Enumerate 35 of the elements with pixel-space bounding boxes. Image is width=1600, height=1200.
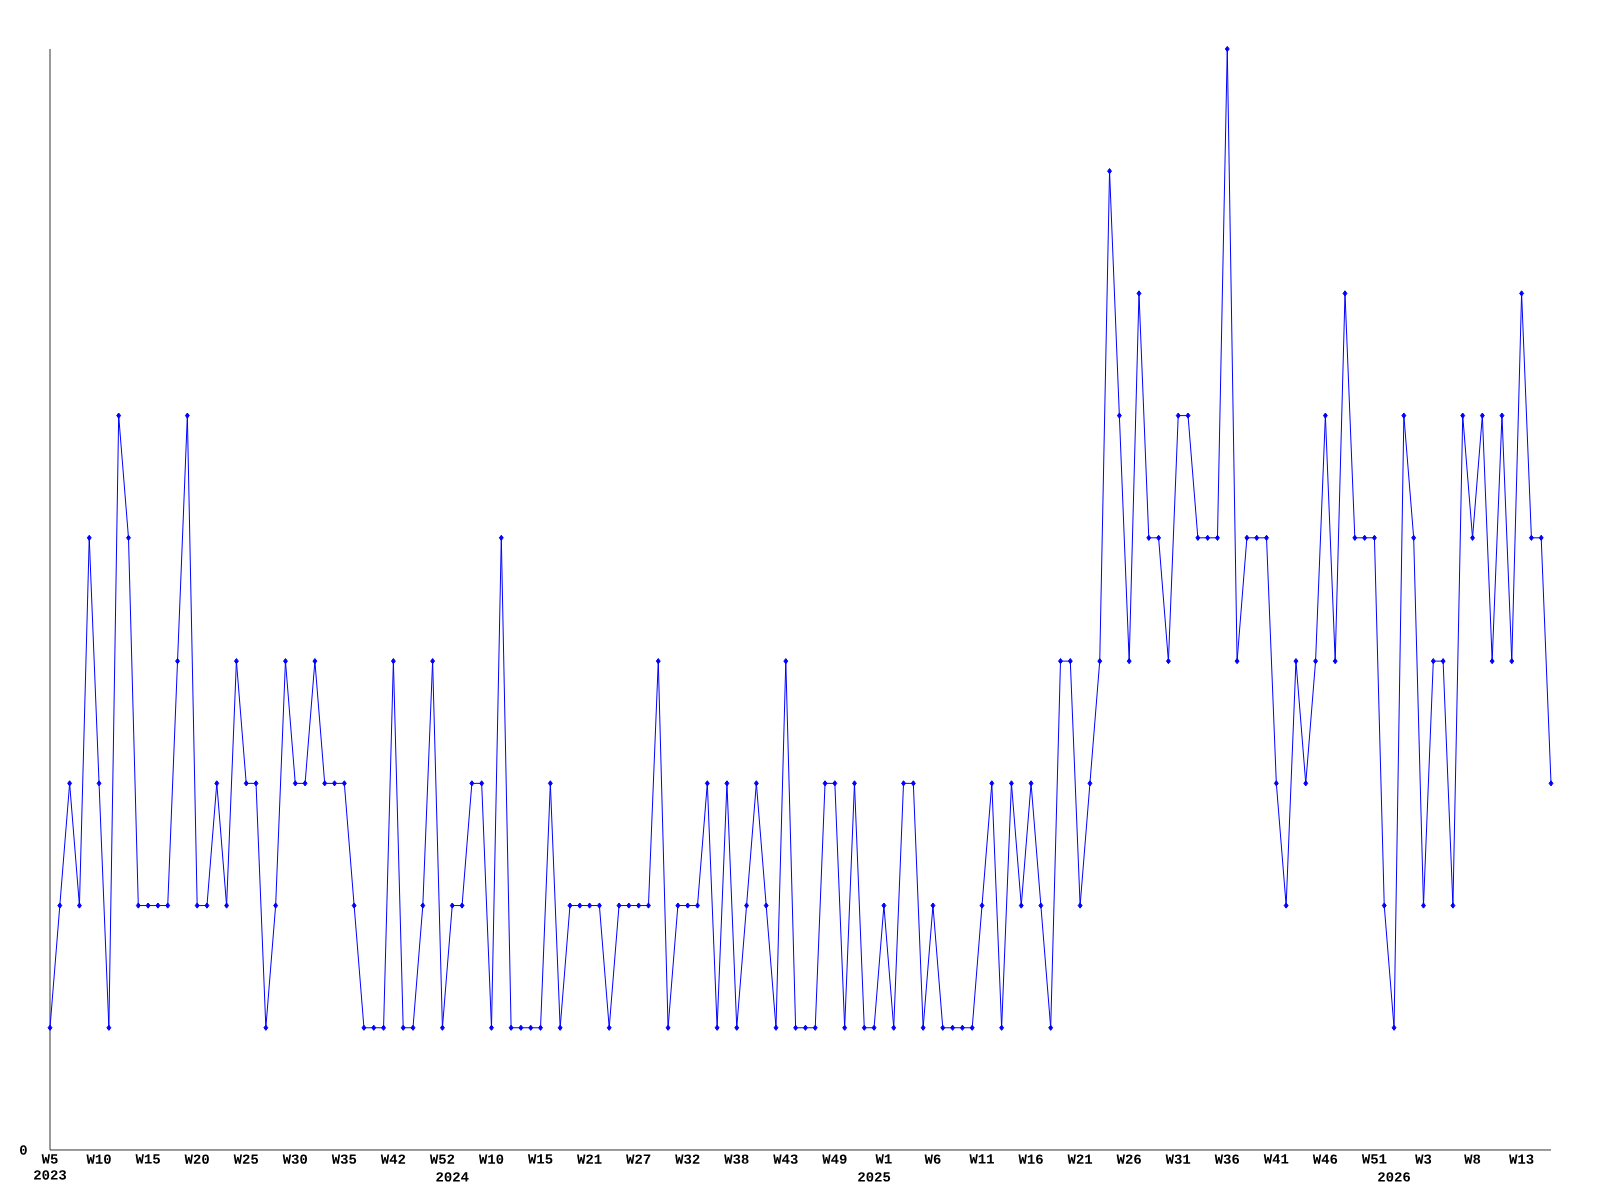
- x-tick-label: W32: [675, 1154, 700, 1164]
- x-tick-label: W35: [331, 1154, 357, 1164]
- x-tick-label: W10: [86, 1154, 111, 1164]
- x-tick-label: W10: [478, 1154, 504, 1164]
- x-tick-label: 2024: [436, 1172, 469, 1182]
- x-tick-label: W27: [626, 1154, 651, 1164]
- x-tick-label: 2025: [858, 1172, 891, 1182]
- x-tick-label: W25: [233, 1154, 259, 1164]
- x-tick-label: W49: [822, 1154, 847, 1164]
- text: 0: [20, 1145, 27, 1155]
- x-tick-label: W16: [1018, 1154, 1043, 1164]
- x-tick-label: W52: [429, 1154, 455, 1164]
- x-tick-label: W36: [1214, 1154, 1240, 1164]
- x-tick-label: W11: [969, 1154, 994, 1164]
- x-tick-label: W31: [1165, 1154, 1191, 1164]
- x-tick-label: W51: [1361, 1154, 1387, 1164]
- x-tick-label: W21: [577, 1154, 602, 1164]
- x-tick-label: W5 2023: [34, 1154, 67, 1180]
- x-tick-label: W20: [184, 1154, 209, 1164]
- x-tick-label: 2026: [1378, 1172, 1411, 1182]
- x-tick-label: W43: [773, 1154, 798, 1164]
- x-tick-label: W15: [135, 1154, 160, 1164]
- x-tick-label: W8: [1464, 1154, 1481, 1164]
- x-tick-label: W46: [1312, 1154, 1338, 1164]
- x-tick-label: W41: [1263, 1154, 1289, 1164]
- x-tick-label: W6: [924, 1154, 941, 1164]
- x-tick-label: W26: [1116, 1154, 1141, 1164]
- x-tick-label: W38: [724, 1154, 749, 1164]
- x-tick-label: W1: [875, 1154, 892, 1164]
- x-tick-label: W30: [282, 1154, 308, 1164]
- x-tick-label: W13: [1509, 1154, 1534, 1164]
- x-tick-label: W42: [380, 1154, 406, 1164]
- x-tick-label: W3: [1415, 1154, 1432, 1164]
- x-tick-label: W21: [1067, 1154, 1093, 1164]
- x-tick-label: W15: [527, 1154, 553, 1164]
